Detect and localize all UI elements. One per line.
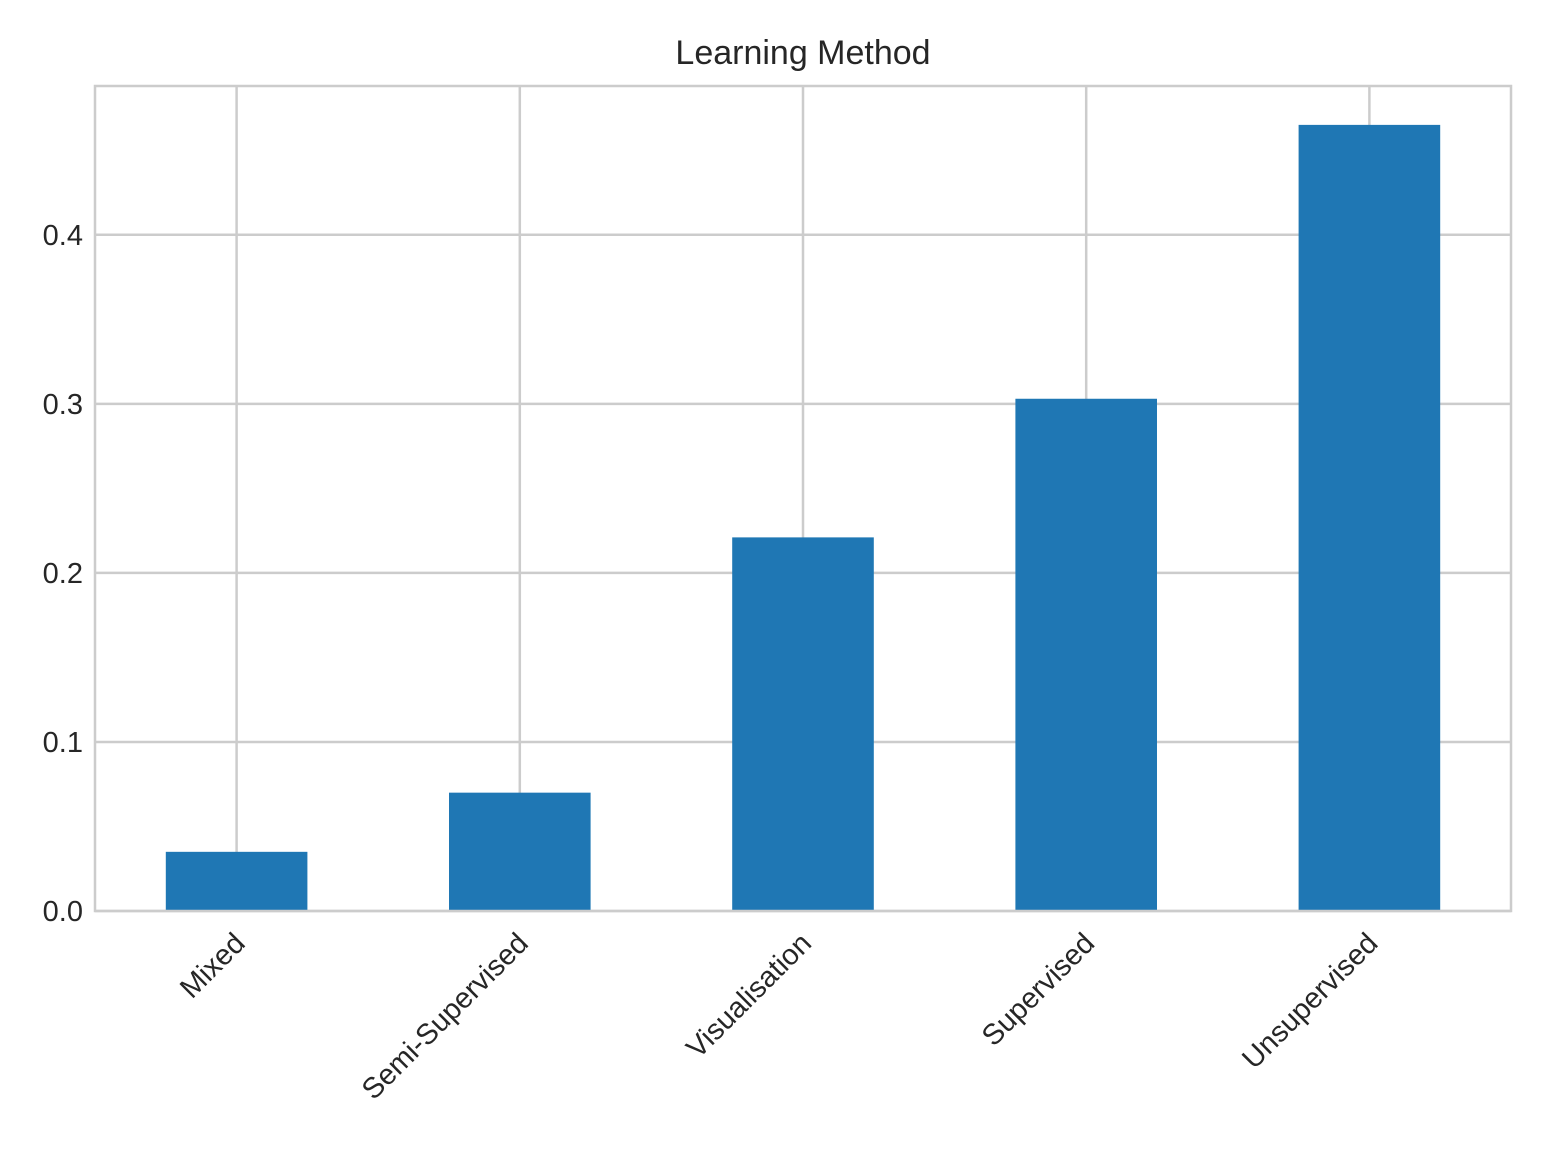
y-tick-label: 0.2 [43, 558, 83, 590]
x-tick-label: Semi-Supervised [356, 927, 535, 1106]
bar-mixed [165, 851, 308, 911]
plot-frame [93, 84, 1513, 913]
bars [165, 124, 1441, 912]
y-tick-labels: 0.0 0.1 0.2 0.3 0.4 [43, 220, 83, 928]
bar-visualisation [732, 537, 874, 911]
bar-unsupervised [1298, 124, 1441, 912]
x-tick-label: Visualisation [681, 927, 818, 1064]
x-tick-label: Mixed [174, 927, 251, 1004]
bar-semi-supervised [449, 792, 591, 911]
bar-supervised [1015, 398, 1157, 912]
x-tick-label: Unsupervised [1236, 927, 1384, 1075]
y-tick-label: 0.4 [43, 220, 83, 252]
x-tick-label: Supervised [976, 927, 1101, 1052]
x-tick-labels: Mixed Semi-Supervised Visualisation Supervi… [174, 927, 1384, 1106]
y-tick-label: 0.3 [43, 389, 83, 421]
y-tick-label: 0.1 [43, 727, 83, 759]
chart-title: Learning Method [675, 34, 930, 72]
y-tick-label: 0.0 [43, 896, 83, 928]
